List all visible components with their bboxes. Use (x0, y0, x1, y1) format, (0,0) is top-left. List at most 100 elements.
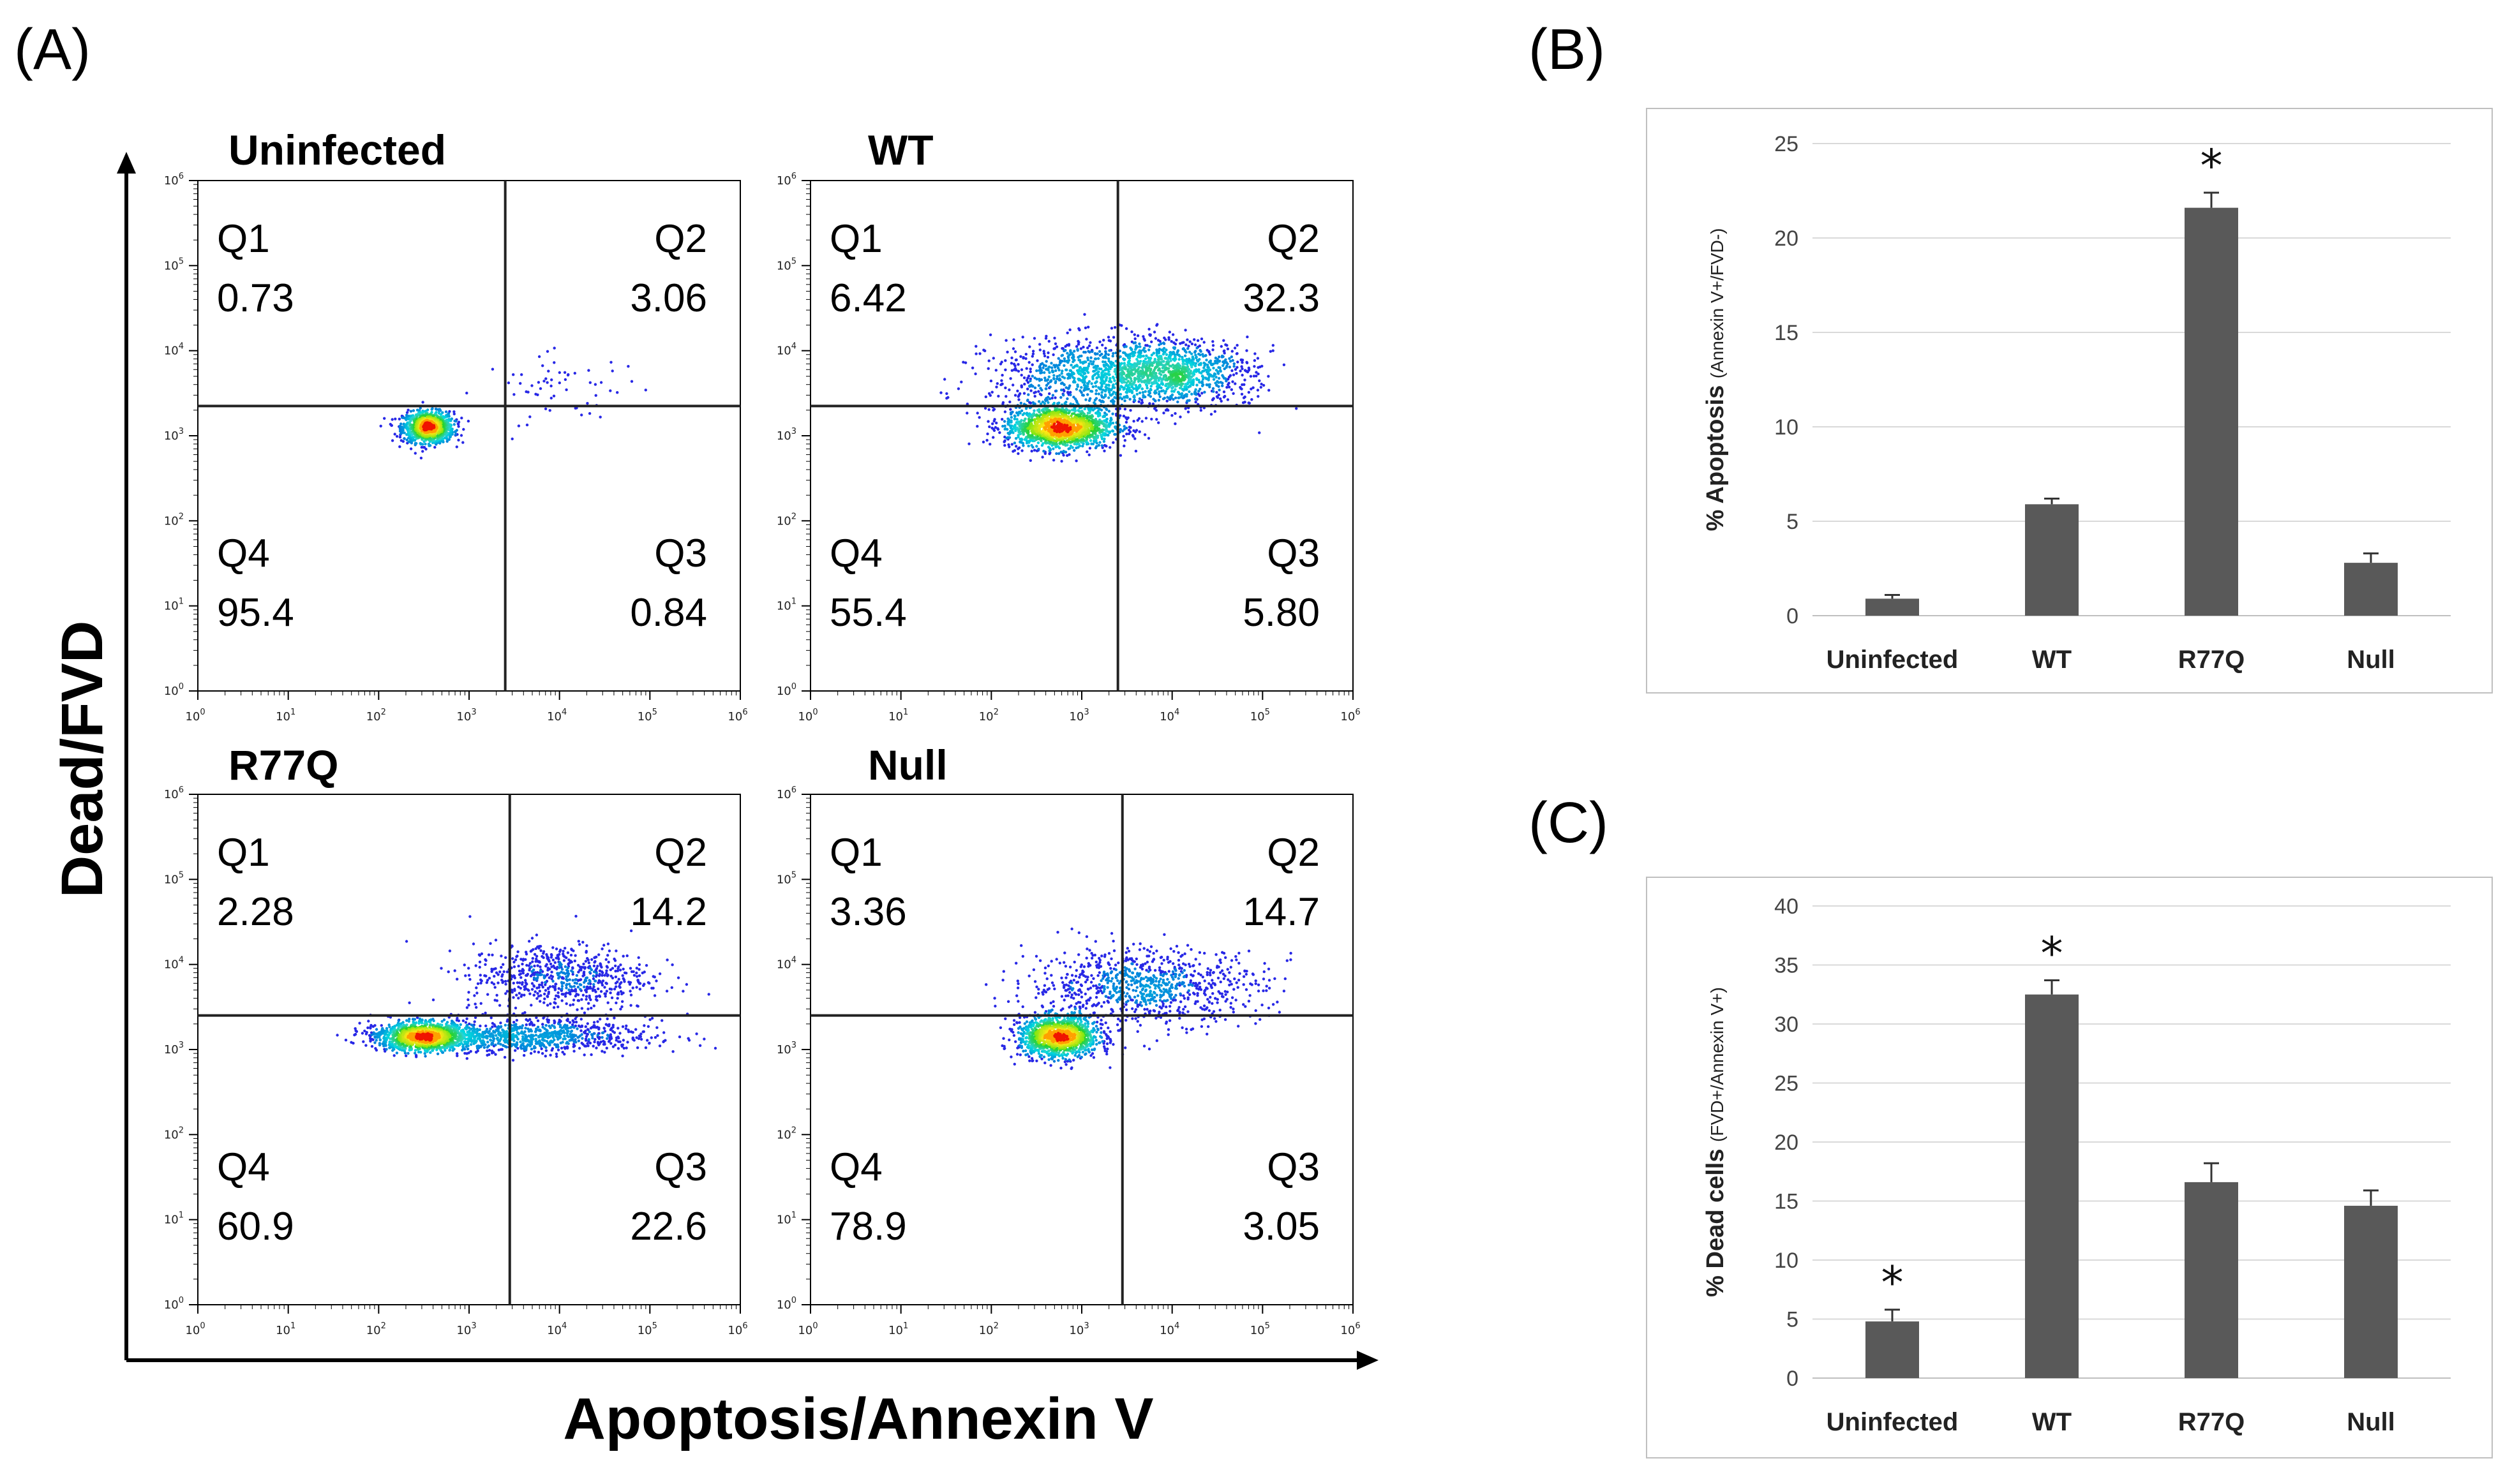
event-dot (586, 402, 588, 404)
event-dot (945, 397, 948, 399)
event-dot (495, 939, 497, 941)
event-dot (1003, 444, 1006, 447)
event-dot (1048, 376, 1050, 378)
event-dot (1147, 359, 1150, 362)
event-dot (453, 423, 456, 426)
event-dot (1130, 348, 1133, 350)
quadrant-value-q2: 3.06 (630, 276, 707, 320)
event-dot (420, 457, 422, 459)
event-dot (1036, 422, 1039, 424)
event-dot (1248, 391, 1250, 394)
event-dot (1045, 384, 1048, 387)
event-dot (472, 942, 475, 945)
event-dot (1206, 383, 1209, 386)
event-dot (454, 433, 457, 436)
event-dot (1188, 390, 1190, 393)
event-dot (1142, 394, 1144, 396)
event-dot (1177, 376, 1180, 379)
event-dot (518, 424, 520, 427)
event-dot (1225, 380, 1227, 382)
event-dot (599, 416, 602, 419)
x-tick-label: 106 (728, 1321, 747, 1337)
event-dot (1174, 412, 1176, 415)
event-dot (1142, 335, 1144, 338)
quadrant-value-q3: 5.80 (1243, 591, 1320, 635)
event-dot (1170, 383, 1172, 386)
event-dot (1097, 373, 1100, 376)
event-dot (1188, 399, 1190, 402)
event-dot (1010, 362, 1013, 364)
event-dot (1125, 416, 1127, 419)
flow-plot-1: 1001001011011021021031031041041051051061… (777, 126, 1361, 723)
event-dot (1096, 427, 1098, 429)
event-dot (1078, 379, 1080, 382)
event-dot (1166, 399, 1169, 402)
event-dot (1221, 374, 1223, 376)
event-dot (1230, 369, 1233, 372)
event-dot (1024, 357, 1027, 360)
event-dot (428, 443, 430, 445)
event-dot (1223, 395, 1226, 397)
event-dot (1109, 367, 1111, 370)
event-dot (407, 409, 409, 412)
event-dot (1147, 437, 1150, 440)
event-dot (1174, 397, 1177, 399)
y-tick-label: 105 (777, 256, 796, 272)
event-dot (1195, 377, 1198, 380)
event-dot (1125, 421, 1128, 424)
event-dot (1123, 445, 1125, 447)
x-tick-label: 103 (1069, 708, 1089, 723)
event-dot (714, 1047, 717, 1050)
event-dot (1105, 377, 1107, 380)
event-dot (1069, 391, 1072, 394)
event-dot (1170, 365, 1172, 367)
event-dot (1113, 396, 1116, 399)
event-dot (1149, 334, 1151, 337)
event-dot (1105, 383, 1108, 386)
event-dot (1105, 427, 1107, 430)
x-tick-label: 101 (888, 708, 908, 723)
event-dot (1022, 357, 1024, 359)
event-dot (1068, 453, 1070, 456)
event-dot (1269, 350, 1272, 353)
event-dot (1167, 367, 1170, 370)
event-dot (1032, 353, 1035, 355)
event-dot (631, 380, 633, 383)
y-tick-label: 103 (164, 427, 184, 443)
event-dot (1243, 383, 1245, 386)
event-dot (1246, 362, 1248, 364)
event-dot (1181, 362, 1184, 365)
event-dot (989, 394, 992, 397)
event-dot (1085, 338, 1087, 340)
event-dot (1017, 452, 1019, 455)
event-dot (1156, 323, 1158, 325)
event-dot (1125, 433, 1128, 435)
event-dot (1231, 380, 1234, 383)
quadrant-name-q4: Q4 (830, 531, 883, 575)
event-dot (1141, 366, 1144, 369)
event-dot (1227, 348, 1229, 350)
event-dot (1250, 375, 1252, 378)
event-dot (1184, 407, 1187, 410)
event-dot (1155, 409, 1158, 412)
event-dot (1167, 363, 1169, 366)
event-dot (1144, 357, 1147, 360)
flow-plot-0: 1001001011011021021031031041041051051061… (164, 126, 748, 723)
quadrant-name-q4: Q4 (217, 531, 270, 575)
event-dot (530, 384, 533, 387)
event-dot (1040, 371, 1043, 374)
event-dot (1101, 444, 1103, 447)
event-dot (966, 412, 968, 414)
event-dot (1033, 410, 1035, 412)
event-dot (1098, 441, 1101, 443)
y-tick-label: 103 (164, 1041, 184, 1057)
event-dot (699, 1044, 701, 1047)
event-dot (415, 442, 417, 445)
event-dot (1063, 383, 1065, 385)
event-dot (1145, 372, 1147, 375)
x-tick-label: 105 (1250, 708, 1270, 723)
x-tick-label: 100 (798, 708, 818, 723)
event-dot (682, 990, 684, 992)
event-dot (1133, 378, 1136, 380)
event-dot (1232, 373, 1235, 376)
